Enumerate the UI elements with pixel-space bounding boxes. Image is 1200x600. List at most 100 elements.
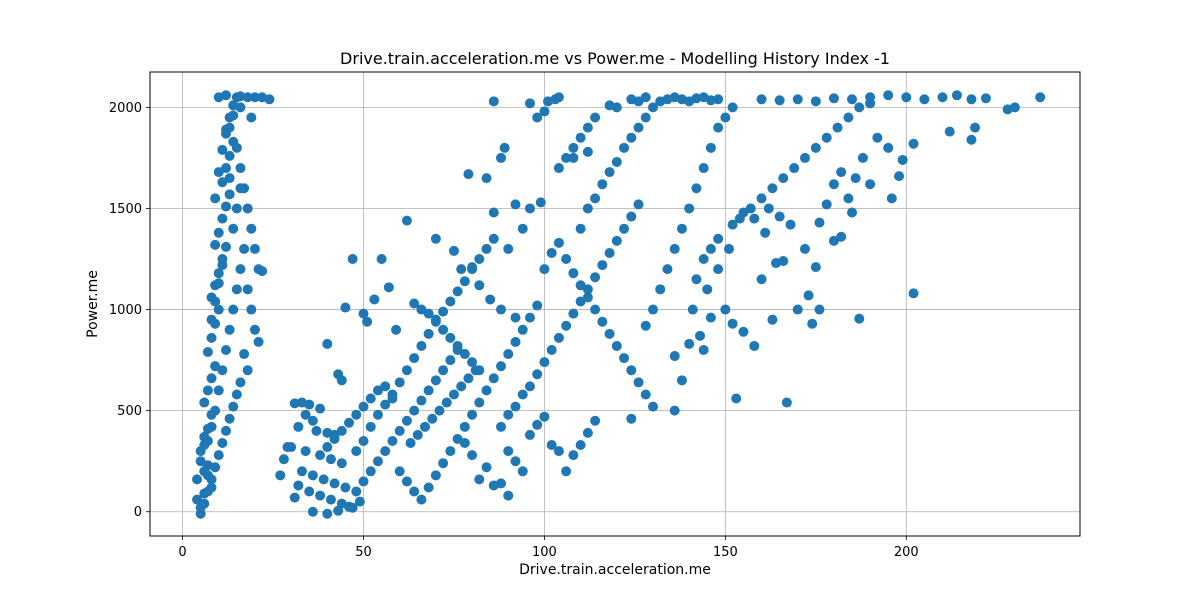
data-point <box>582 122 593 133</box>
data-point <box>532 112 543 123</box>
data-point <box>619 142 630 153</box>
data-point <box>459 421 470 432</box>
data-point <box>213 167 224 178</box>
data-point <box>539 357 550 368</box>
data-point <box>503 243 514 254</box>
data-point <box>590 193 601 204</box>
data-point <box>756 94 767 105</box>
data-point <box>611 340 622 351</box>
data-point <box>883 90 894 101</box>
data-point <box>409 486 420 497</box>
data-point <box>423 308 434 319</box>
data-point <box>647 401 658 412</box>
data-point <box>781 397 792 408</box>
data-point <box>246 304 257 315</box>
data-point <box>503 409 514 420</box>
data-point <box>749 340 760 351</box>
data-point <box>220 201 231 212</box>
data-point <box>539 106 550 117</box>
data-point <box>336 425 347 436</box>
data-point <box>322 508 333 519</box>
data-point <box>401 215 412 226</box>
data-point <box>344 501 355 512</box>
data-point <box>387 393 398 404</box>
data-point <box>372 456 383 467</box>
data-point <box>409 353 420 364</box>
chart-title: Drive.train.acceleration.me vs Power.me … <box>340 49 890 68</box>
data-point <box>202 435 213 446</box>
data-point <box>235 377 246 388</box>
data-point <box>575 280 586 291</box>
data-point <box>1035 92 1046 103</box>
grid-lines <box>150 72 1080 536</box>
data-point <box>582 203 593 214</box>
data-point <box>633 199 644 210</box>
data-point <box>496 421 507 432</box>
data-point <box>315 450 326 461</box>
data-point <box>944 126 955 137</box>
data-point <box>789 163 800 174</box>
data-point <box>220 425 231 436</box>
data-point <box>376 254 387 265</box>
data-point <box>394 377 405 388</box>
data-point <box>459 437 470 448</box>
data-point <box>224 189 235 200</box>
data-point <box>524 312 535 323</box>
data-point <box>611 156 622 167</box>
data-point <box>445 296 456 307</box>
y-tick-label: 1000 <box>109 303 142 318</box>
data-point <box>626 211 637 222</box>
data-point <box>814 217 825 228</box>
data-point <box>289 492 300 503</box>
data-point <box>365 466 376 477</box>
data-point <box>199 397 210 408</box>
data-point <box>231 389 242 400</box>
data-point <box>210 405 221 416</box>
data-point <box>901 92 912 103</box>
data-point <box>546 344 557 355</box>
data-point <box>727 219 738 230</box>
data-point <box>488 207 499 218</box>
data-point <box>438 365 449 376</box>
data-point <box>470 365 481 376</box>
data-point <box>206 474 217 485</box>
data-point <box>380 446 391 457</box>
data-point <box>362 316 373 327</box>
data-point <box>713 264 724 275</box>
data-point <box>695 330 706 341</box>
data-point <box>441 397 452 408</box>
data-point <box>220 128 231 139</box>
data-point <box>517 223 528 234</box>
data-point <box>619 353 630 364</box>
data-point <box>199 466 210 477</box>
data-point <box>217 260 228 271</box>
data-point <box>329 478 340 489</box>
data-point <box>705 312 716 323</box>
data-point <box>463 169 474 180</box>
data-point <box>633 377 644 388</box>
data-point <box>865 179 876 190</box>
data-point <box>409 298 420 309</box>
data-point <box>474 474 485 485</box>
data-point <box>202 385 213 396</box>
data-point <box>481 385 492 396</box>
data-point <box>235 264 246 275</box>
data-point <box>778 256 789 267</box>
data-point <box>438 306 449 317</box>
data-point <box>239 243 250 254</box>
data-point <box>228 223 239 234</box>
data-point <box>278 454 289 465</box>
data-point <box>575 223 586 234</box>
data-point <box>590 112 601 123</box>
data-point <box>611 235 622 246</box>
data-point <box>224 413 235 424</box>
data-point <box>847 207 858 218</box>
data-point <box>467 262 478 273</box>
data-point <box>749 213 760 224</box>
data-point <box>394 466 405 477</box>
data-point <box>532 419 543 430</box>
data-point <box>937 92 948 103</box>
data-point <box>228 110 239 121</box>
data-point <box>553 237 564 248</box>
data-point <box>828 93 839 104</box>
